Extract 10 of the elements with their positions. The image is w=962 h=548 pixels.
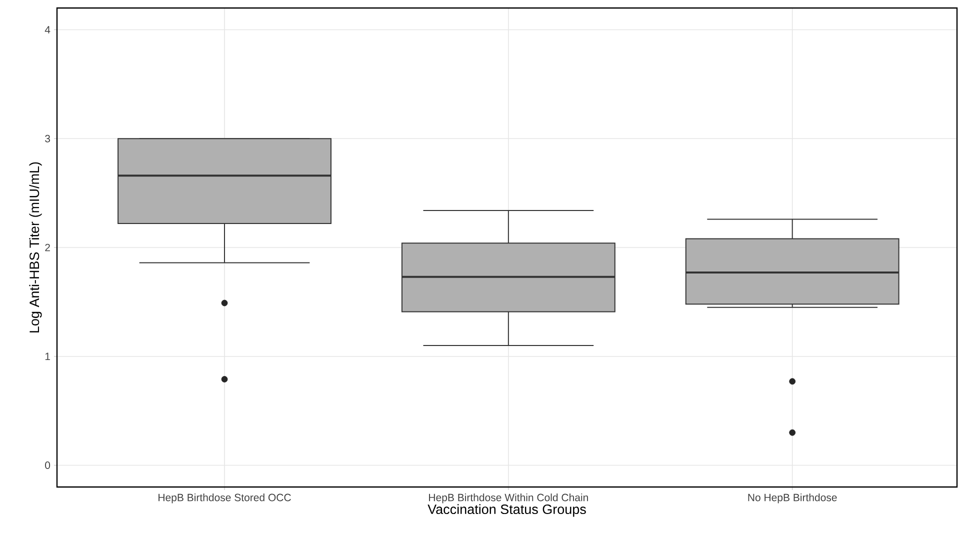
y-tick-label: 4 xyxy=(44,26,50,34)
x-tick-label: HepB Birthdose Stored OCC xyxy=(158,494,291,504)
y-tick-label: 0 xyxy=(45,462,50,469)
y-tick-label: 1 xyxy=(45,352,50,360)
x-tick-label: No HepB Birthdose xyxy=(748,494,837,504)
y-tick-label: 2 xyxy=(45,244,50,252)
x-axis-title: Vaccination Status Groups xyxy=(428,504,586,517)
y-tick-label: 3 xyxy=(45,134,50,142)
x-tick-label: HepB Birthdose Within Cold Chain xyxy=(429,494,588,504)
y-axis-title: Log Anti-HBS Titer (mIU/mL) xyxy=(29,162,42,332)
